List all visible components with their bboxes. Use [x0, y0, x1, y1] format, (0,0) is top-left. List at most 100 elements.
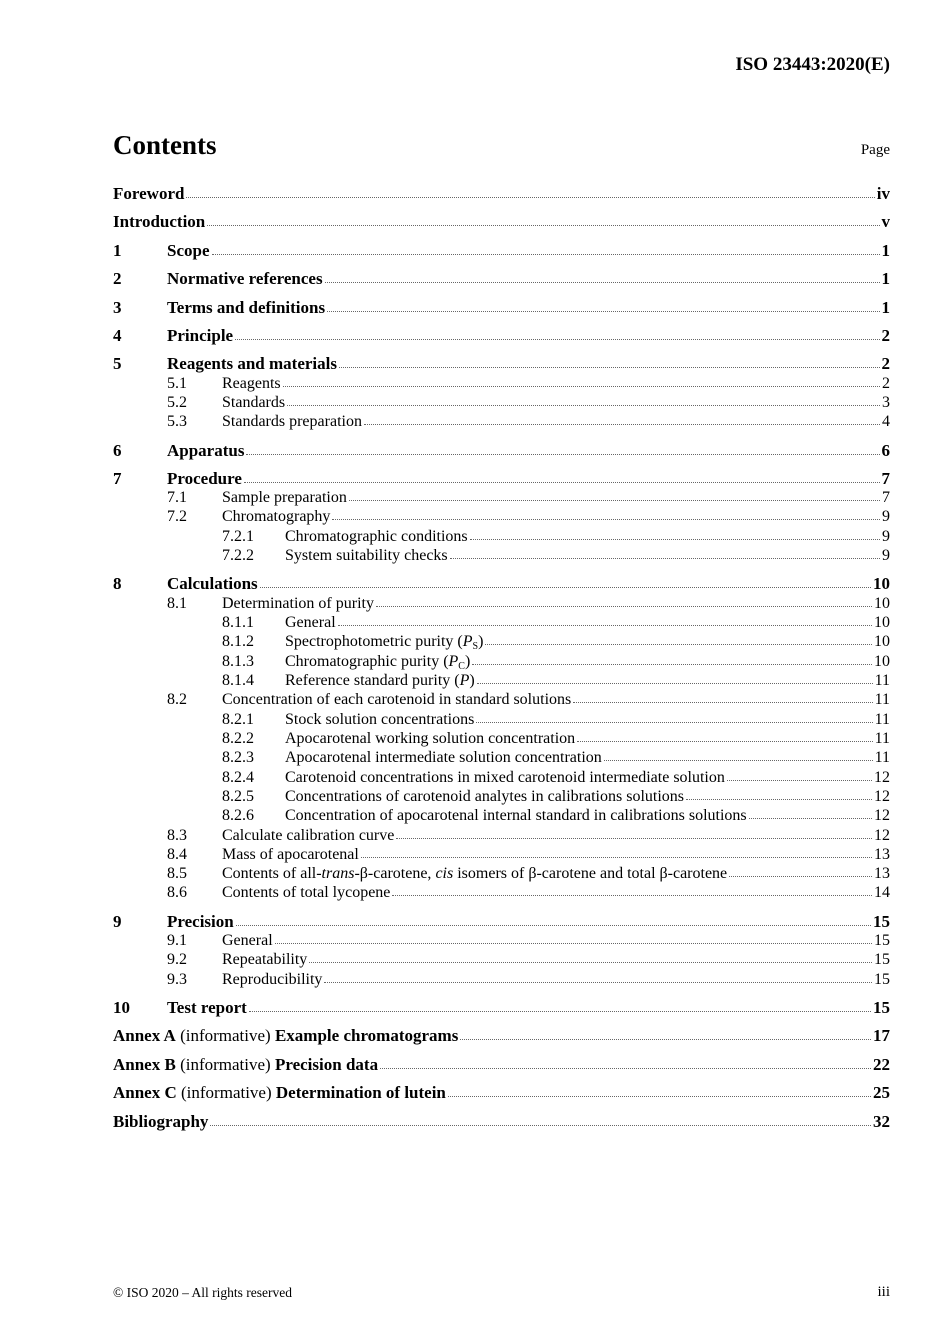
- toc-entry-page: 12: [874, 827, 890, 844]
- toc-entry[interactable]: 3 Terms and definitions 1: [113, 298, 890, 318]
- toc-entry-title: Standards: [222, 394, 285, 412]
- toc-entry[interactable]: 8.1.3 Chromatographic purity (PC) 10: [113, 653, 890, 673]
- title-segment: Test report: [167, 998, 247, 1017]
- toc-entry[interactable]: Annex B (informative) Precision data 22: [113, 1055, 890, 1075]
- toc-entry-title: Chromatography: [222, 508, 330, 526]
- title-segment: Chromatographic conditions: [285, 528, 468, 545]
- toc-entry-number: 9.3: [167, 971, 187, 988]
- toc-entry[interactable]: 7.2.2 System suitability checks 9: [113, 547, 890, 567]
- toc-entry-page: 13: [874, 846, 890, 863]
- toc-entry-number: 8.1.1: [222, 614, 254, 631]
- toc-entry[interactable]: 7.1 Sample preparation 7: [113, 489, 890, 509]
- toc-entry-page: 7: [881, 469, 891, 488]
- title-segment: ): [478, 633, 484, 650]
- toc-entry-title: Normative references: [167, 269, 323, 289]
- toc-entry[interactable]: 8.1.4 Reference standard purity (P) 11: [113, 672, 890, 692]
- title-segment: Introduction: [113, 212, 206, 231]
- toc-entry[interactable]: 7.2.1 Chromatographic conditions 9: [113, 528, 890, 548]
- toc-entry[interactable]: 8.1.1 General 10: [113, 614, 890, 634]
- toc-entry[interactable]: 5.3 Standards preparation 4: [113, 413, 890, 433]
- toc-entry-title: Apparatus: [167, 441, 244, 461]
- toc-entry-number: 9: [113, 912, 122, 931]
- toc-entry[interactable]: 5 Reagents and materials 2: [113, 354, 890, 374]
- toc-entry-title: Reagents: [222, 375, 281, 393]
- toc-entry[interactable]: 5.2 Standards 3: [113, 394, 890, 414]
- toc-entry[interactable]: 4 Principle 2: [113, 326, 890, 346]
- title-segment: Annex B: [113, 1055, 176, 1074]
- title-segment: (informative): [175, 1055, 275, 1074]
- toc-entry[interactable]: 8.2.1 Stock solution concentrations 11: [113, 711, 890, 731]
- toc-entry-page: 15: [874, 951, 890, 968]
- toc-entry-title: Chromatographic conditions: [285, 528, 468, 546]
- toc-entry[interactable]: 8.4 Mass of apocarotenal 13: [113, 846, 890, 866]
- dot-leader: [274, 943, 872, 944]
- toc-entry[interactable]: 8.2.6 Concentration of apocarotenal inter…: [113, 807, 890, 827]
- toc-entry-page: 11: [874, 711, 890, 728]
- toc-entry-number: 3: [113, 298, 122, 317]
- toc-entry[interactable]: 9 Precision 15: [113, 912, 890, 932]
- toc-entry[interactable]: 8.2.4 Carotenoid concentrations in mixed …: [113, 769, 890, 789]
- toc-entry-page: 9: [882, 508, 890, 525]
- toc-entry-title: Precision: [167, 912, 234, 932]
- dot-leader: [726, 780, 872, 781]
- toc-entry-number: 5.2: [167, 394, 187, 411]
- toc-entry[interactable]: 8.2.2 Apocarotenal working solution conce…: [113, 730, 890, 750]
- title-segment: isomers of β-carotene and total β-carote…: [453, 865, 728, 882]
- toc-entry[interactable]: 6 Apparatus 6: [113, 441, 890, 461]
- dot-leader: [243, 482, 880, 483]
- toc-entry-page: 15: [874, 971, 890, 988]
- toc-entry-number: 7.2: [167, 508, 187, 525]
- toc-entry[interactable]: Introduction v: [113, 212, 890, 232]
- toc-entry[interactable]: 9.2 Repeatability 15: [113, 951, 890, 971]
- dot-leader: [327, 311, 880, 312]
- toc-entry[interactable]: Annex A (informative) Example chromatogr…: [113, 1026, 890, 1046]
- toc-entry-page: 15: [874, 932, 890, 949]
- toc-entry[interactable]: 8 Calculations 10: [113, 574, 890, 594]
- toc-entry[interactable]: 8.6 Contents of total lycopene 14: [113, 884, 890, 904]
- toc-entry-number: 8.5: [167, 865, 187, 882]
- toc-entry-page: 10: [873, 574, 890, 593]
- toc-entry-title: Determination of purity: [222, 595, 374, 613]
- toc-entry[interactable]: 7 Procedure 7: [113, 469, 890, 489]
- toc-entry-title: Apocarotenal working solution concentrat…: [285, 730, 575, 748]
- toc-entry[interactable]: 8.3 Calculate calibration curve 12: [113, 827, 890, 847]
- toc-entry[interactable]: 8.1.2 Spectrophotometric purity (PS) 10: [113, 633, 890, 653]
- toc-entry[interactable]: 5.1 Reagents 2: [113, 375, 890, 395]
- dot-leader: [338, 367, 880, 368]
- toc-entry[interactable]: 8.5 Contents of all-trans-β-carotene, cis…: [113, 865, 890, 885]
- toc-entry[interactable]: 8.2.3 Apocarotenal intermediate solution …: [113, 749, 890, 769]
- toc-entry-page: 12: [874, 807, 890, 824]
- title-segment: P: [462, 633, 473, 650]
- toc-entry[interactable]: 10 Test report 15: [113, 998, 890, 1018]
- toc-entry-page: 1: [881, 241, 891, 260]
- toc-entry-title: Standards preparation: [222, 413, 362, 431]
- title-segment: Reference standard purity (: [285, 672, 460, 689]
- toc-entry-page: 11: [874, 730, 890, 747]
- toc-entry[interactable]: 8.1 Determination of purity 10: [113, 595, 890, 615]
- toc-entry-number: 5.1: [167, 375, 187, 392]
- toc-entry[interactable]: 8.2.5 Concentrations of carotenoid analyt…: [113, 788, 890, 808]
- toc-entry-number: 5: [113, 354, 122, 373]
- toc-entry[interactable]: 9.1 General 15: [113, 932, 890, 952]
- toc-entry[interactable]: 9.3 Reproducibility 15: [113, 971, 890, 991]
- toc-entry[interactable]: Foreword iv: [113, 184, 890, 204]
- title-segment: P: [459, 672, 470, 689]
- toc-entry-page: 2: [882, 375, 890, 392]
- title-segment: ): [464, 653, 471, 670]
- toc-entry[interactable]: Bibliography 32: [113, 1112, 890, 1132]
- toc-entry[interactable]: Annex C (informative) Determination of l…: [113, 1083, 890, 1103]
- title-segment: (informative): [175, 1026, 275, 1045]
- toc-entry-page: 9: [882, 547, 890, 564]
- title-segment: Procedure: [167, 469, 242, 488]
- toc-entry-title: Chromatographic purity (PC): [285, 653, 471, 672]
- title-segment: Normative references: [167, 269, 323, 288]
- toc-entry[interactable]: 8.2 Concentration of each carotenoid in s…: [113, 691, 890, 711]
- title-segment: General: [222, 932, 273, 949]
- toc-entry-page: 7: [882, 489, 890, 506]
- toc-entry[interactable]: 2 Normative references 1: [113, 269, 890, 289]
- title-segment: Carotenoid concentrations in mixed carot…: [285, 769, 725, 786]
- title-segment: (informative): [176, 1083, 276, 1102]
- dot-leader: [235, 339, 880, 340]
- toc-entry[interactable]: 1 Scope 1: [113, 241, 890, 261]
- toc-entry[interactable]: 7.2 Chromatography 9: [113, 508, 890, 528]
